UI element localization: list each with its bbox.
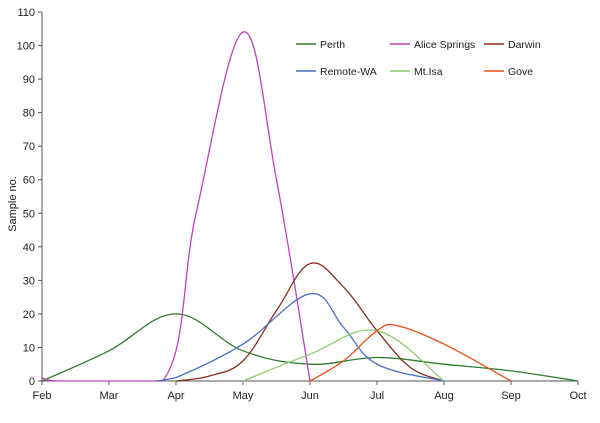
- y-tick-label: 30: [23, 275, 35, 287]
- x-tick-label: Jul: [370, 390, 384, 402]
- series-line-gove: [309, 323, 512, 382]
- x-axis-ticks: Feb Mar Apr May Jun Jul Aug Sep Oct: [33, 381, 587, 402]
- legend-label-alice-springs: Alice Springs: [414, 39, 475, 51]
- y-tick-label: 60: [23, 175, 35, 187]
- y-tick-label: 10: [23, 342, 35, 354]
- axes: [41, 12, 578, 382]
- legend-label-perth: Perth: [320, 39, 345, 51]
- y-tick-label: 50: [23, 208, 35, 220]
- y-tick-label: 100: [17, 41, 35, 53]
- y-axis-title: Sample no.: [7, 176, 19, 232]
- y-tick-label: 110: [17, 7, 35, 19]
- x-tick-label: Sep: [501, 390, 521, 402]
- legend-label-gove: Gove: [508, 66, 533, 78]
- y-tick-label: 40: [23, 242, 35, 254]
- y-tick-label: 70: [23, 141, 35, 153]
- legend-label-mt-isa: Mt.Isa: [414, 66, 443, 78]
- x-tick-label: Feb: [33, 390, 52, 402]
- legend-label-remote-wa: Remote-WA: [320, 66, 377, 78]
- series-line-alice-springs: [41, 31, 311, 382]
- x-tick-label: Oct: [569, 390, 586, 402]
- series-line-remote-wa: [155, 293, 445, 382]
- y-tick-label: 0: [29, 376, 35, 388]
- y-tick-label: 90: [23, 74, 35, 86]
- x-tick-label: Aug: [434, 390, 454, 402]
- legend: Perth Alice Springs Darwin Remote-WA Mt.Isa G…: [296, 39, 541, 78]
- series-lines: [41, 31, 579, 382]
- series-line-perth: [41, 313, 579, 382]
- y-axis-ticks: 0 10 20 30 40 50 60 70 80 90 100 110: [17, 7, 42, 388]
- y-tick-label: 20: [23, 309, 35, 321]
- x-tick-label: Apr: [167, 390, 184, 402]
- x-tick-label: May: [233, 390, 254, 402]
- y-tick-label: 80: [23, 108, 35, 120]
- x-tick-label: Mar: [100, 390, 119, 402]
- legend-label-darwin: Darwin: [508, 39, 541, 51]
- x-tick-label: Jun: [301, 390, 319, 402]
- series-line-darwin: [175, 262, 445, 382]
- series-line-mt-isa: [242, 329, 445, 382]
